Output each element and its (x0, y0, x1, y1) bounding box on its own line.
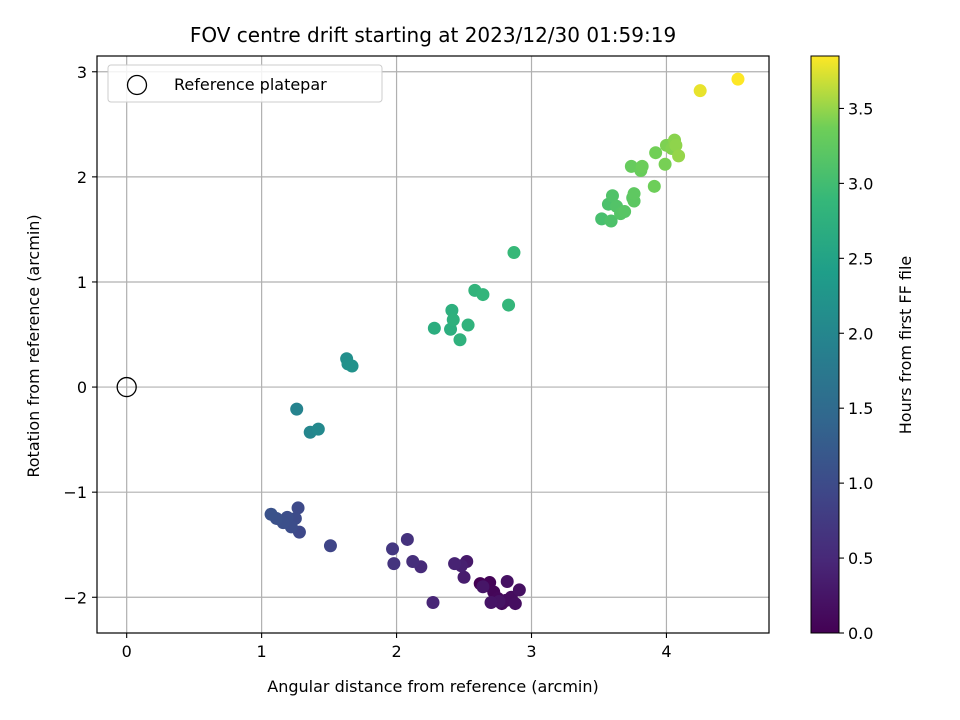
data-point (512, 583, 526, 597)
data-point (264, 507, 278, 521)
data-point (457, 570, 471, 584)
legend-marker-reference (126, 74, 148, 96)
colorbar-tick-label: 3.0 (848, 174, 873, 193)
data-point (448, 557, 462, 571)
y-axis-label: Rotation from reference (arcmin) (24, 214, 43, 477)
x-tick-label: 2 (391, 642, 401, 661)
y-tick-label: 0 (77, 378, 87, 397)
data-point (604, 214, 618, 228)
y-tick-label: −2 (63, 588, 87, 607)
data-point (507, 246, 521, 260)
data-point (290, 402, 304, 416)
colorbar-gradient (810, 55, 840, 634)
data-point (453, 333, 467, 347)
data-point (461, 318, 475, 332)
colorbar-tick-label: 1.0 (848, 474, 873, 493)
y-axis-ticks: −2 −1 0 1 2 3 (63, 63, 97, 607)
data-point (669, 138, 683, 152)
data-point (426, 596, 440, 610)
y-tick-label: 2 (77, 168, 87, 187)
plot-frame (96, 55, 770, 634)
data-point (476, 288, 490, 302)
colorbar-tick-label: 0.5 (848, 549, 873, 568)
data-point (618, 205, 632, 219)
legend-entry-reference: Reference platepar (174, 75, 327, 94)
data-point (387, 557, 401, 571)
colorbar-tick-label: 2.0 (848, 324, 873, 343)
x-tick-label: 1 (257, 642, 267, 661)
data-point (291, 501, 305, 515)
data-point (500, 575, 514, 589)
data-point (484, 596, 498, 610)
x-axis-ticks: 0 1 2 3 4 (122, 633, 672, 661)
data-point (502, 298, 516, 312)
data-point (386, 542, 400, 556)
x-axis-label: Angular distance from reference (arcmin) (267, 677, 598, 696)
colorbar: 0.0 0.5 1.0 1.5 2.0 2.5 3.0 3.5 Hours from firs… (810, 55, 915, 643)
data-point (649, 146, 663, 160)
data-point (627, 187, 641, 201)
x-tick-label: 0 (122, 642, 132, 661)
colorbar-tick-label: 0.0 (848, 624, 873, 643)
reference-marker-layer (116, 376, 137, 398)
data-point (508, 597, 522, 611)
data-point (400, 532, 414, 546)
data-points (264, 72, 745, 611)
y-tick-label: −1 (63, 483, 87, 502)
grid-lines (97, 56, 769, 633)
data-point (476, 580, 490, 594)
y-tick-label: 3 (77, 63, 87, 82)
data-point (658, 157, 672, 171)
colorbar-ticks: 0.0 0.5 1.0 1.5 2.0 2.5 3.0 3.5 (839, 99, 873, 643)
legend: Reference platepar (107, 64, 383, 103)
data-point (311, 422, 325, 436)
y-tick-label: 1 (77, 273, 87, 292)
data-point (605, 189, 619, 203)
data-point (323, 539, 337, 553)
chart-title: FOV centre drift starting at 2023/12/30 … (190, 23, 676, 47)
data-point (672, 149, 686, 163)
colorbar-tick-label: 3.5 (848, 99, 873, 118)
data-point (731, 72, 745, 86)
reference-platepar-marker (116, 376, 137, 398)
legend-box (107, 64, 383, 103)
x-tick-label: 3 (526, 642, 536, 661)
x-tick-label: 4 (661, 642, 671, 661)
colorbar-tick-label: 2.5 (848, 249, 873, 268)
data-point (647, 179, 661, 193)
data-point (693, 84, 707, 98)
data-point (406, 555, 420, 569)
data-point (427, 321, 441, 335)
colorbar-tick-label: 1.5 (848, 399, 873, 418)
data-point (446, 313, 460, 327)
colorbar-label: Hours from first FF file (896, 256, 915, 435)
data-point (635, 159, 649, 173)
data-point (345, 359, 359, 373)
